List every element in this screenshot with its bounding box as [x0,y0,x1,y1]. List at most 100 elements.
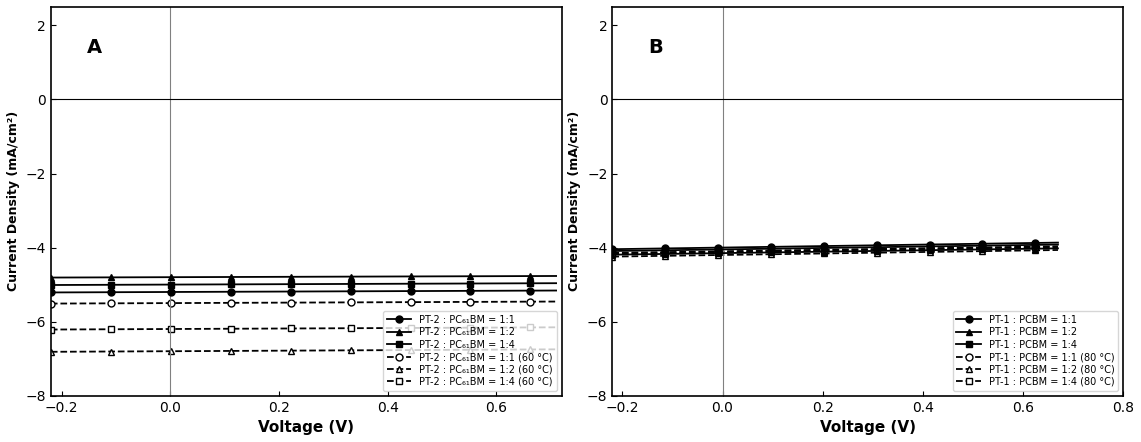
PT-1 : PCBM = 1:2 (80 °C): (0.0817, -4.18): PCBM = 1:2 (80 °C): (0.0817, -4.18) [756,251,770,257]
PT-2 : PC₆₁BM = 1:4: (-0.0624, -5): PC₆₁BM = 1:4: (-0.0624, -5) [130,282,144,287]
PT-2 : PC₆₁BM = 1:1: (0.048, -5.2): PC₆₁BM = 1:1: (0.048, -5.2) [189,289,203,294]
Line: PT-1 : PCBM = 1:1: PT-1 : PCBM = 1:1 [609,239,1061,253]
PT-1 : PCBM = 1:1 (80 °C): (0.338, -4.03): PCBM = 1:1 (80 °C): (0.338, -4.03) [885,246,899,251]
PT-1 : PCBM = 1:1 (80 °C): (0.0666, -4.09): PCBM = 1:1 (80 °C): (0.0666, -4.09) [748,248,762,253]
Line: PT-1 : PCBM = 1:4 (80 °C): PT-1 : PCBM = 1:4 (80 °C) [609,244,1061,257]
PT-1 : PCBM = 1:4: (0.0364, -4.04): PCBM = 1:4: (0.0364, -4.04) [734,247,747,252]
PT-2 : PC₆₁BM = 1:1 (60 °C): (0.0953, -5.49): PC₆₁BM = 1:1 (60 °C): (0.0953, -5.49) [216,300,229,305]
PT-2 : PC₆₁BM = 1:1 (60 °C): (0.0164, -5.5): PC₆₁BM = 1:1 (60 °C): (0.0164, -5.5) [172,301,186,306]
PT-2 : PC₆₁BM = 1:2: (0.363, -4.78): PC₆₁BM = 1:2: (0.363, -4.78) [361,274,374,279]
PT-2 : PC₆₁BM = 1:1 (60 °C): (-0.22, -5.51): PC₆₁BM = 1:1 (60 °C): (-0.22, -5.51) [44,301,58,306]
PT-1 : PCBM = 1:2: (0.67, -4.02): PCBM = 1:2: (0.67, -4.02) [1051,246,1065,251]
PT-1 : PCBM = 1:1: (0.67, -3.87): PCBM = 1:1: (0.67, -3.87) [1051,240,1065,245]
PT-2 : PC₆₁BM = 1:1: (-0.0624, -5.2): PC₆₁BM = 1:1: (-0.0624, -5.2) [130,290,144,295]
PT-2 : PC₆₁BM = 1:4 (60 °C): (0.0164, -6.2): PC₆₁BM = 1:4 (60 °C): (0.0164, -6.2) [172,326,186,332]
PT-2 : PC₆₁BM = 1:2: (0.0795, -4.8): PC₆₁BM = 1:2: (0.0795, -4.8) [207,274,220,280]
PT-2 : PC₆₁BM = 1:1: (0.0953, -5.19): PC₆₁BM = 1:1: (0.0953, -5.19) [216,289,229,294]
PT-1 : PCBM = 1:2: (0.0817, -4.13): PCBM = 1:2: (0.0817, -4.13) [756,250,770,255]
Line: PT-1 : PCBM = 1:4: PT-1 : PCBM = 1:4 [609,241,1061,255]
PT-1 : PCBM = 1:1: (0.0666, -3.99): PCBM = 1:1: (0.0666, -3.99) [748,244,762,250]
PT-1 : PCBM = 1:4: (-0.0692, -4.06): PCBM = 1:4: (-0.0692, -4.06) [681,247,695,252]
PT-1 : PCBM = 1:1: (-0.0692, -4.01): PCBM = 1:1: (-0.0692, -4.01) [681,245,695,251]
Y-axis label: Current Density (mA/cm²): Current Density (mA/cm²) [568,111,582,291]
PT-2 : PC₆₁BM = 1:1: (0.71, -5.16): PC₆₁BM = 1:1: (0.71, -5.16) [549,288,563,293]
PT-2 : PC₆₁BM = 1:4 (60 °C): (-0.0624, -6.2): PC₆₁BM = 1:4 (60 °C): (-0.0624, -6.2) [130,327,144,332]
X-axis label: Voltage (V): Voltage (V) [258,420,354,435]
PT-1 : PCBM = 1:4: (0.00627, -4.05): PCBM = 1:4: (0.00627, -4.05) [719,247,733,252]
PT-1 : PCBM = 1:1: (0.0364, -3.99): PCBM = 1:1: (0.0364, -3.99) [734,244,747,250]
X-axis label: Voltage (V): Voltage (V) [819,420,916,435]
PT-1 : PCBM = 1:4: (0.338, -3.98): PCBM = 1:4: (0.338, -3.98) [885,244,899,250]
PT-2 : PC₆₁BM = 1:2: (-0.0624, -4.8): PC₆₁BM = 1:2: (-0.0624, -4.8) [130,274,144,280]
PT-2 : PC₆₁BM = 1:2: (0.0164, -4.8): PC₆₁BM = 1:2: (0.0164, -4.8) [172,274,186,280]
Line: PT-1 : PCBM = 1:2: PT-1 : PCBM = 1:2 [609,245,1061,258]
PT-2 : PC₆₁BM = 1:1 (60 °C): (0.363, -5.48): PC₆₁BM = 1:1 (60 °C): (0.363, -5.48) [361,300,374,305]
PT-1 : PCBM = 1:2: (-0.0692, -4.16): PCBM = 1:2: (-0.0692, -4.16) [681,251,695,256]
PT-1 : PCBM = 1:4: (-0.22, -4.09): PCBM = 1:4: (-0.22, -4.09) [606,248,620,254]
PT-2 : PC₆₁BM = 1:2 (60 °C): (0.0164, -6.8): PC₆₁BM = 1:2 (60 °C): (0.0164, -6.8) [172,349,186,354]
PT-2 : PC₆₁BM = 1:1: (-0.22, -5.21): PC₆₁BM = 1:1: (-0.22, -5.21) [44,290,58,295]
PT-1 : PCBM = 1:4 (80 °C): (0.67, -3.99): PCBM = 1:4 (80 °C): (0.67, -3.99) [1051,244,1065,250]
PT-1 : PCBM = 1:1: (0.338, -3.93): PCBM = 1:1: (0.338, -3.93) [885,242,899,248]
PT-2 : PC₆₁BM = 1:4: (0.0795, -5): PC₆₁BM = 1:4: (0.0795, -5) [207,282,220,287]
PT-2 : PC₆₁BM = 1:1 (60 °C): (-0.0624, -5.5): PC₆₁BM = 1:1 (60 °C): (-0.0624, -5.5) [130,301,144,306]
Legend: PT-1 : PCBM = 1:1, PT-1 : PCBM = 1:2, PT-1 : PCBM = 1:4, PT-1 : PCBM = 1:1 (80 °: PT-1 : PCBM = 1:1, PT-1 : PCBM = 1:2, PT… [953,311,1118,391]
PT-1 : PCBM = 1:2: (-0.22, -4.19): PCBM = 1:2: (-0.22, -4.19) [606,252,620,257]
Line: PT-2 : PC₆₁BM = 1:2 (60 °C): PT-2 : PC₆₁BM = 1:2 (60 °C) [48,346,559,355]
PT-1 : PCBM = 1:1: (-0.22, -4.04): PCBM = 1:1: (-0.22, -4.04) [606,247,620,252]
PT-2 : PC₆₁BM = 1:2 (60 °C): (0.048, -6.8): PC₆₁BM = 1:2 (60 °C): (0.048, -6.8) [189,348,203,354]
Line: PT-2 : PC₆₁BM = 1:2: PT-2 : PC₆₁BM = 1:2 [48,273,559,281]
PT-2 : PC₆₁BM = 1:1 (60 °C): (0.048, -5.5): PC₆₁BM = 1:1 (60 °C): (0.048, -5.5) [189,300,203,305]
PT-2 : PC₆₁BM = 1:2: (0.0953, -4.8): PC₆₁BM = 1:2: (0.0953, -4.8) [216,274,229,280]
PT-1 : PCBM = 1:4 (80 °C): (0.00627, -4.12): PCBM = 1:4 (80 °C): (0.00627, -4.12) [719,249,733,255]
PT-1 : PCBM = 1:4: (0.0817, -4.03): PCBM = 1:4: (0.0817, -4.03) [756,246,770,251]
PT-2 : PC₆₁BM = 1:1: (0.0795, -5.2): PC₆₁BM = 1:1: (0.0795, -5.2) [207,289,220,294]
PT-1 : PCBM = 1:4 (80 °C): (-0.0692, -4.13): PCBM = 1:4 (80 °C): (-0.0692, -4.13) [681,250,695,255]
PT-1 : PCBM = 1:1 (80 °C): (0.67, -3.97): PCBM = 1:1 (80 °C): (0.67, -3.97) [1051,244,1065,249]
Line: PT-1 : PCBM = 1:2 (80 °C): PT-1 : PCBM = 1:2 (80 °C) [609,247,1061,260]
PT-1 : PCBM = 1:4 (80 °C): (0.0817, -4.1): PCBM = 1:4 (80 °C): (0.0817, -4.1) [756,249,770,254]
PT-2 : PC₆₁BM = 1:1 (60 °C): (0.0795, -5.5): PC₆₁BM = 1:1 (60 °C): (0.0795, -5.5) [207,300,220,305]
PT-1 : PCBM = 1:1 (80 °C): (0.0817, -4.08): PCBM = 1:1 (80 °C): (0.0817, -4.08) [756,248,770,253]
PT-1 : PCBM = 1:1 (80 °C): (0.0364, -4.09): PCBM = 1:1 (80 °C): (0.0364, -4.09) [734,248,747,254]
PT-1 : PCBM = 1:2 (80 °C): (0.00627, -4.2): PCBM = 1:2 (80 °C): (0.00627, -4.2) [719,252,733,258]
Text: B: B [648,38,663,57]
PT-2 : PC₆₁BM = 1:2 (60 °C): (-0.22, -6.82): PC₆₁BM = 1:2 (60 °C): (-0.22, -6.82) [44,349,58,354]
PT-1 : PCBM = 1:4 (80 °C): (-0.22, -4.16): PCBM = 1:4 (80 °C): (-0.22, -4.16) [606,251,620,256]
PT-2 : PC₆₁BM = 1:4 (60 °C): (0.71, -6.15): PC₆₁BM = 1:4 (60 °C): (0.71, -6.15) [549,325,563,330]
PT-1 : PCBM = 1:2 (80 °C): (0.0666, -4.19): PCBM = 1:2 (80 °C): (0.0666, -4.19) [748,252,762,257]
Line: PT-2 : PC₆₁BM = 1:1 (60 °C): PT-2 : PC₆₁BM = 1:1 (60 °C) [48,298,559,307]
PT-1 : PCBM = 1:2 (80 °C): (0.67, -4.07): PCBM = 1:2 (80 °C): (0.67, -4.07) [1051,248,1065,253]
PT-2 : PC₆₁BM = 1:4: (0.363, -4.98): PC₆₁BM = 1:4: (0.363, -4.98) [361,281,374,286]
PT-2 : PC₆₁BM = 1:1: (0.363, -5.18): PC₆₁BM = 1:1: (0.363, -5.18) [361,289,374,294]
PT-2 : PC₆₁BM = 1:2 (60 °C): (-0.0624, -6.8): PC₆₁BM = 1:2 (60 °C): (-0.0624, -6.8) [130,349,144,354]
PT-1 : PCBM = 1:1 (80 °C): (-0.0692, -4.11): PCBM = 1:1 (80 °C): (-0.0692, -4.11) [681,249,695,255]
PT-1 : PCBM = 1:4 (80 °C): (0.0364, -4.11): PCBM = 1:4 (80 °C): (0.0364, -4.11) [734,249,747,255]
PT-2 : PC₆₁BM = 1:2 (60 °C): (0.0953, -6.79): PC₆₁BM = 1:2 (60 °C): (0.0953, -6.79) [216,348,229,354]
Line: PT-2 : PC₆₁BM = 1:4 (60 °C): PT-2 : PC₆₁BM = 1:4 (60 °C) [48,324,559,333]
PT-2 : PC₆₁BM = 1:4: (0.048, -5): PC₆₁BM = 1:4: (0.048, -5) [189,282,203,287]
Line: PT-2 : PC₆₁BM = 1:1: PT-2 : PC₆₁BM = 1:1 [48,287,559,296]
PT-2 : PC₆₁BM = 1:4: (0.0953, -4.99): PC₆₁BM = 1:4: (0.0953, -4.99) [216,282,229,287]
PT-1 : PCBM = 1:2: (0.0666, -4.14): PCBM = 1:2: (0.0666, -4.14) [748,250,762,255]
PT-2 : PC₆₁BM = 1:4 (60 °C): (0.048, -6.2): PC₆₁BM = 1:4 (60 °C): (0.048, -6.2) [189,326,203,332]
PT-1 : PCBM = 1:2 (80 °C): (-0.0692, -4.21): PCBM = 1:2 (80 °C): (-0.0692, -4.21) [681,253,695,258]
PT-2 : PC₆₁BM = 1:4 (60 °C): (0.363, -6.18): PC₆₁BM = 1:4 (60 °C): (0.363, -6.18) [361,325,374,331]
PT-2 : PC₆₁BM = 1:4 (60 °C): (0.0953, -6.19): PC₆₁BM = 1:4 (60 °C): (0.0953, -6.19) [216,326,229,332]
PT-1 : PCBM = 1:4: (0.67, -3.92): PCBM = 1:4: (0.67, -3.92) [1051,242,1065,247]
PT-2 : PC₆₁BM = 1:2 (60 °C): (0.0795, -6.79): PC₆₁BM = 1:2 (60 °C): (0.0795, -6.79) [207,348,220,354]
PT-1 : PCBM = 1:4 (80 °C): (0.0666, -4.11): PCBM = 1:4 (80 °C): (0.0666, -4.11) [748,249,762,254]
PT-1 : PCBM = 1:1: (0.00627, -4): PCBM = 1:1: (0.00627, -4) [719,245,733,250]
Legend: PT-2 : PC₆₁BM = 1:1, PT-2 : PC₆₁BM = 1:2, PT-2 : PC₆₁BM = 1:4, PT-2 : PC₆₁BM = 1: PT-2 : PC₆₁BM = 1:1, PT-2 : PC₆₁BM = 1:2… [383,311,557,391]
PT-2 : PC₆₁BM = 1:1 (60 °C): (0.71, -5.46): PC₆₁BM = 1:1 (60 °C): (0.71, -5.46) [549,299,563,304]
PT-2 : PC₆₁BM = 1:4 (60 °C): (0.0795, -6.19): PC₆₁BM = 1:4 (60 °C): (0.0795, -6.19) [207,326,220,332]
PT-1 : PCBM = 1:1 (80 °C): (-0.22, -4.14): PCBM = 1:1 (80 °C): (-0.22, -4.14) [606,250,620,255]
PT-1 : PCBM = 1:1 (80 °C): (0.00627, -4.1): PCBM = 1:1 (80 °C): (0.00627, -4.1) [719,248,733,254]
PT-2 : PC₆₁BM = 1:2: (-0.22, -4.81): PC₆₁BM = 1:2: (-0.22, -4.81) [44,275,58,280]
Text: A: A [87,38,102,57]
PT-2 : PC₆₁BM = 1:4 (60 °C): (-0.22, -6.21): PC₆₁BM = 1:4 (60 °C): (-0.22, -6.21) [44,327,58,332]
Y-axis label: Current Density (mA/cm²): Current Density (mA/cm²) [7,111,19,291]
PT-2 : PC₆₁BM = 1:4: (-0.22, -5.01): PC₆₁BM = 1:4: (-0.22, -5.01) [44,282,58,288]
PT-2 : PC₆₁BM = 1:2 (60 °C): (0.363, -6.77): PC₆₁BM = 1:2 (60 °C): (0.363, -6.77) [361,347,374,353]
PT-1 : PCBM = 1:2 (80 °C): (-0.22, -4.24): PCBM = 1:2 (80 °C): (-0.22, -4.24) [606,254,620,259]
